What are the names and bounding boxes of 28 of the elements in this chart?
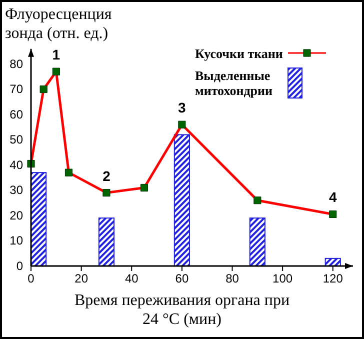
x-tick-label: 20 [74,272,88,286]
y-tick-label: 70 [10,82,24,96]
x-tick-label: 80 [226,272,240,286]
y-tick-label: 0 [16,258,24,273]
bar [174,134,190,266]
y-tick-label: 60 [10,107,24,122]
legend-label: Выделенные митохондрии [195,68,274,98]
x-tick-label: 40 [124,272,139,286]
y-axis-title: Флуоресценция зонда (отн. ед.) [5,6,112,42]
y-tick-label: 10 [10,234,24,248]
annotation: 1 [52,46,60,63]
y-tick-label: 50 [10,132,24,147]
x-axis-title: Время переживания органа при 24 °C (мин) [74,292,290,328]
bar [30,172,47,266]
x-tick-label: 0 [28,272,35,286]
annotation: 2 [102,168,111,184]
annotation: 4 [328,189,337,206]
x-tick-label: 100 [272,272,293,286]
annotation: 3 [178,100,186,116]
y-tick-label: 30 [10,183,24,198]
bar [249,218,266,266]
y-tick-label: 80 [10,56,24,71]
legend-label: Кусочки ткани [195,46,284,61]
bar [98,218,115,266]
y-tick-label: 40 [10,158,24,172]
y-tick-label: 20 [10,208,24,222]
x-tick-label: 60 [175,272,189,286]
x-tick-label: 120 [322,272,344,286]
